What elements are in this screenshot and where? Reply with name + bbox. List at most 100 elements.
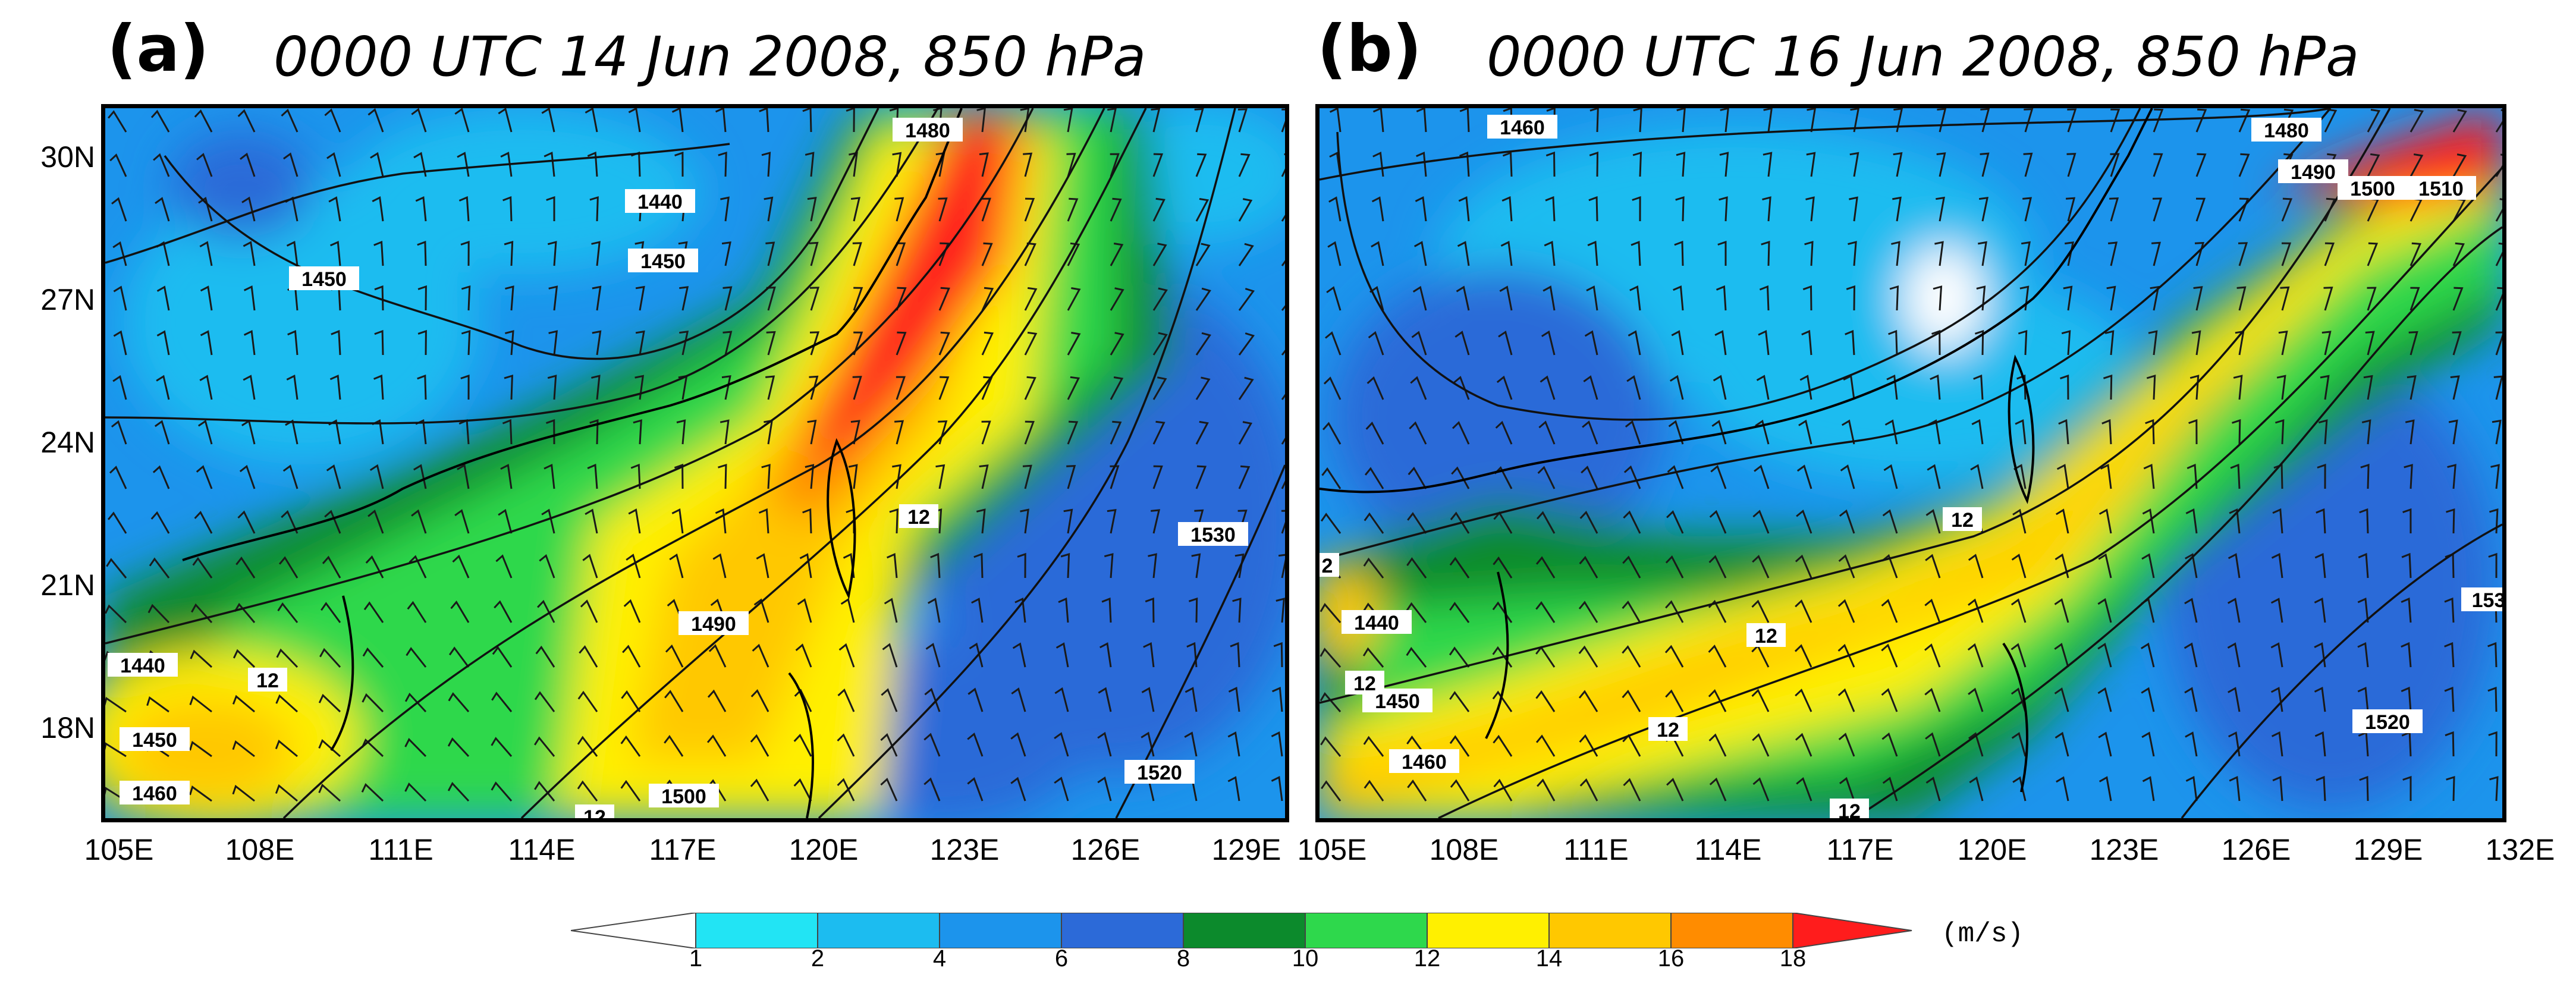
wind-barb — [1538, 420, 1556, 445]
wind-barb — [1365, 422, 1384, 445]
wind-barb — [2061, 330, 2071, 356]
wind-barb — [1055, 642, 1069, 668]
wind-barb — [1110, 197, 1122, 222]
wind-barb — [192, 557, 213, 579]
wind-barb — [2452, 242, 2465, 266]
contour-label-box — [628, 249, 698, 272]
longitude-tick-label: 114E — [508, 833, 576, 866]
wind-barb — [1024, 197, 1035, 222]
wind-barb — [2409, 242, 2422, 266]
contour-label: 1480 — [905, 120, 950, 142]
colorbar-segment — [1548, 913, 1672, 948]
wind-barb — [1545, 196, 1556, 222]
wind-barb — [2103, 374, 2113, 400]
wind-barb — [2495, 198, 2502, 222]
wind-barb — [1540, 375, 1556, 400]
wind-barb — [1622, 689, 1641, 712]
wind-barb — [1667, 465, 1684, 489]
wind-barb — [1067, 376, 1080, 400]
wind-barb — [837, 733, 855, 757]
wind-barb — [2097, 687, 2112, 712]
wind-barb — [758, 508, 769, 534]
contour-label: 1460 — [132, 782, 177, 805]
wind-barb — [1459, 151, 1470, 177]
wind-barb — [1719, 196, 1728, 222]
wind-barb — [1711, 420, 1727, 445]
wind-barb — [750, 689, 769, 712]
wind-barb — [1881, 643, 1898, 668]
wind-barb — [592, 330, 602, 356]
wind-barb — [2450, 375, 2460, 400]
wind-barb — [1794, 644, 1812, 668]
colorbar-tick-label: 18 — [1779, 945, 1807, 972]
wind-barb — [1151, 509, 1161, 534]
contour-label-box — [649, 784, 719, 807]
wind-barb — [973, 552, 984, 579]
wind-barb — [981, 420, 991, 445]
wind-barb — [2141, 553, 2155, 579]
colorbar-tick-label: 12 — [1413, 945, 1441, 972]
wind-barb — [200, 285, 213, 311]
wind-barb — [1195, 243, 1211, 266]
wind-barb — [194, 109, 213, 133]
wind-barb — [2152, 197, 2163, 222]
wind-barb — [372, 196, 384, 222]
wind-barb — [981, 242, 993, 266]
wind-barb — [981, 197, 991, 222]
wind-barb — [1067, 332, 1081, 356]
wind-barb — [1578, 690, 1598, 712]
wind-barb — [1271, 776, 1283, 802]
contour-label-box — [2251, 118, 2321, 142]
wind-barb — [664, 735, 684, 757]
wind-barb — [1802, 285, 1812, 311]
wind-barb — [1458, 196, 1470, 222]
wind-barb — [318, 693, 341, 713]
longitude-tick-label: 123E — [929, 833, 1000, 866]
wind-barb — [373, 240, 384, 266]
wind-barb — [2276, 375, 2286, 400]
wind-barb — [2452, 153, 2467, 177]
longitude-tick-label: 111E — [1563, 833, 1629, 866]
wind-barb — [535, 645, 555, 668]
wind-barb — [460, 240, 470, 266]
wind-barb — [461, 329, 471, 356]
wind-barb — [2143, 463, 2155, 489]
wind-barb — [1578, 645, 1598, 668]
wind-barb — [1807, 108, 1816, 133]
wind-barb — [2184, 687, 2198, 712]
wind-barb — [1709, 777, 1727, 802]
wind-barb — [1097, 776, 1112, 802]
wind-barb — [492, 646, 513, 668]
wind-barb — [1227, 776, 1240, 802]
wind-barb — [1717, 240, 1727, 266]
wind-barb — [1971, 419, 1984, 445]
wind-barb — [587, 463, 598, 489]
wind-barb — [1579, 511, 1598, 534]
wind-barb — [880, 777, 898, 802]
wind-barb — [2104, 330, 2115, 356]
wind-barb — [534, 781, 555, 802]
wind-barb — [2401, 597, 2412, 623]
wind-barb — [935, 464, 945, 489]
wind-barb — [1453, 376, 1470, 400]
wind-barb — [1364, 512, 1384, 534]
latitude-tick-label: 30N — [40, 140, 95, 174]
latitude-tick-label: 24N — [40, 426, 95, 459]
wind-barb — [406, 647, 427, 668]
wind-barb — [541, 108, 555, 133]
wind-barb — [2185, 731, 2198, 757]
wind-barb — [373, 374, 384, 400]
wind-barb — [1271, 686, 1283, 712]
wind-barb — [369, 464, 384, 489]
wind-barb — [712, 553, 727, 579]
latitude-tick-label: 27N — [40, 283, 95, 316]
wind-barb — [1708, 689, 1727, 712]
contour-label-box — [899, 504, 938, 528]
wind-barb — [1623, 778, 1641, 802]
wind-barb — [2148, 330, 2158, 356]
wind-barb — [2271, 553, 2283, 579]
wind-barb — [1410, 376, 1427, 400]
wind-barb — [374, 329, 384, 356]
wind-barb — [2023, 152, 2033, 177]
